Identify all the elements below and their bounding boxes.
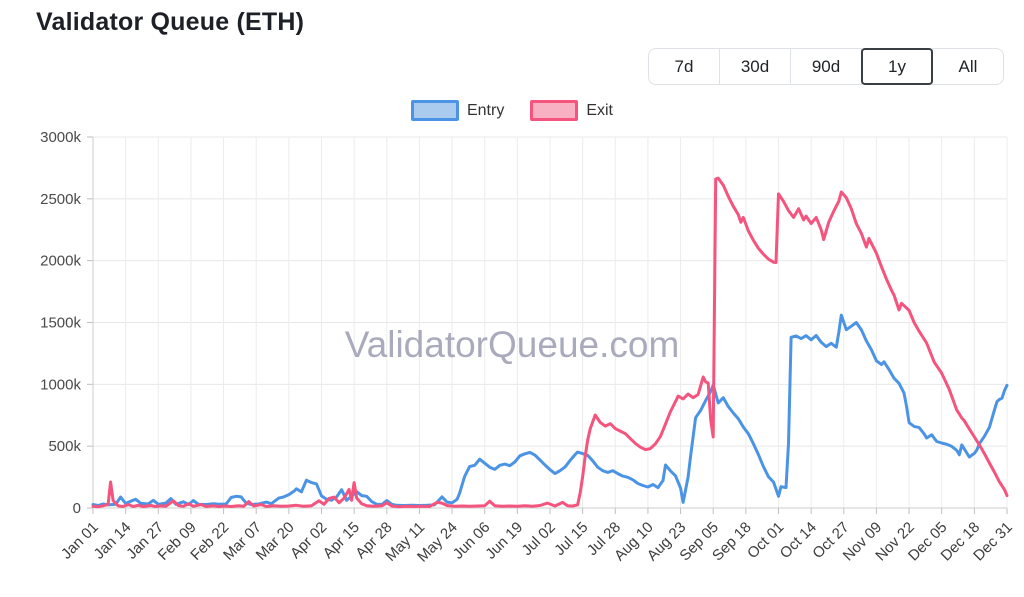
page-title: Validator Queue (ETH) — [36, 8, 305, 36]
series-line-exit[interactable] — [91, 176, 1009, 509]
range-button-7d[interactable]: 7d — [648, 48, 720, 85]
legend-item-exit[interactable]: Exit — [530, 100, 613, 121]
range-button-1y[interactable]: 1y — [861, 48, 933, 85]
entry-series-swatch-icon — [410, 100, 459, 121]
x-axis-label: Oct 01 — [744, 519, 787, 562]
x-axis-label: Jun 19 — [482, 519, 526, 563]
x-axis-label: Jul 15 — [551, 519, 591, 559]
y-axis-label: 0 — [73, 500, 81, 517]
y-axis-label: 2000k — [40, 253, 81, 270]
y-axis-label: 500k — [48, 438, 81, 455]
y-axis-label: 3000k — [40, 129, 81, 146]
series-line-entry[interactable] — [91, 313, 1009, 507]
range-button-90d[interactable]: 90d — [790, 48, 862, 85]
exit-series-swatch-icon — [530, 100, 579, 121]
legend-exit-label: Exit — [586, 101, 613, 119]
x-axis-label: Jul 02 — [519, 519, 559, 559]
legend-entry-label: Entry — [466, 101, 505, 119]
site-watermark: ValidatorQueue.com — [345, 324, 680, 365]
y-axis-label: 1000k — [40, 376, 81, 393]
y-axis-label: 1500k — [40, 315, 81, 332]
legend-item-entry[interactable]: Entry — [410, 100, 505, 121]
time-range-button-group: 7d 30d 90d 1y All — [648, 48, 1004, 85]
range-button-all[interactable]: All — [932, 48, 1004, 85]
range-button-30d[interactable]: 30d — [719, 48, 791, 85]
y-axis-label: 2500k — [40, 191, 81, 208]
chart-legend: Entry Exit — [0, 100, 1024, 121]
